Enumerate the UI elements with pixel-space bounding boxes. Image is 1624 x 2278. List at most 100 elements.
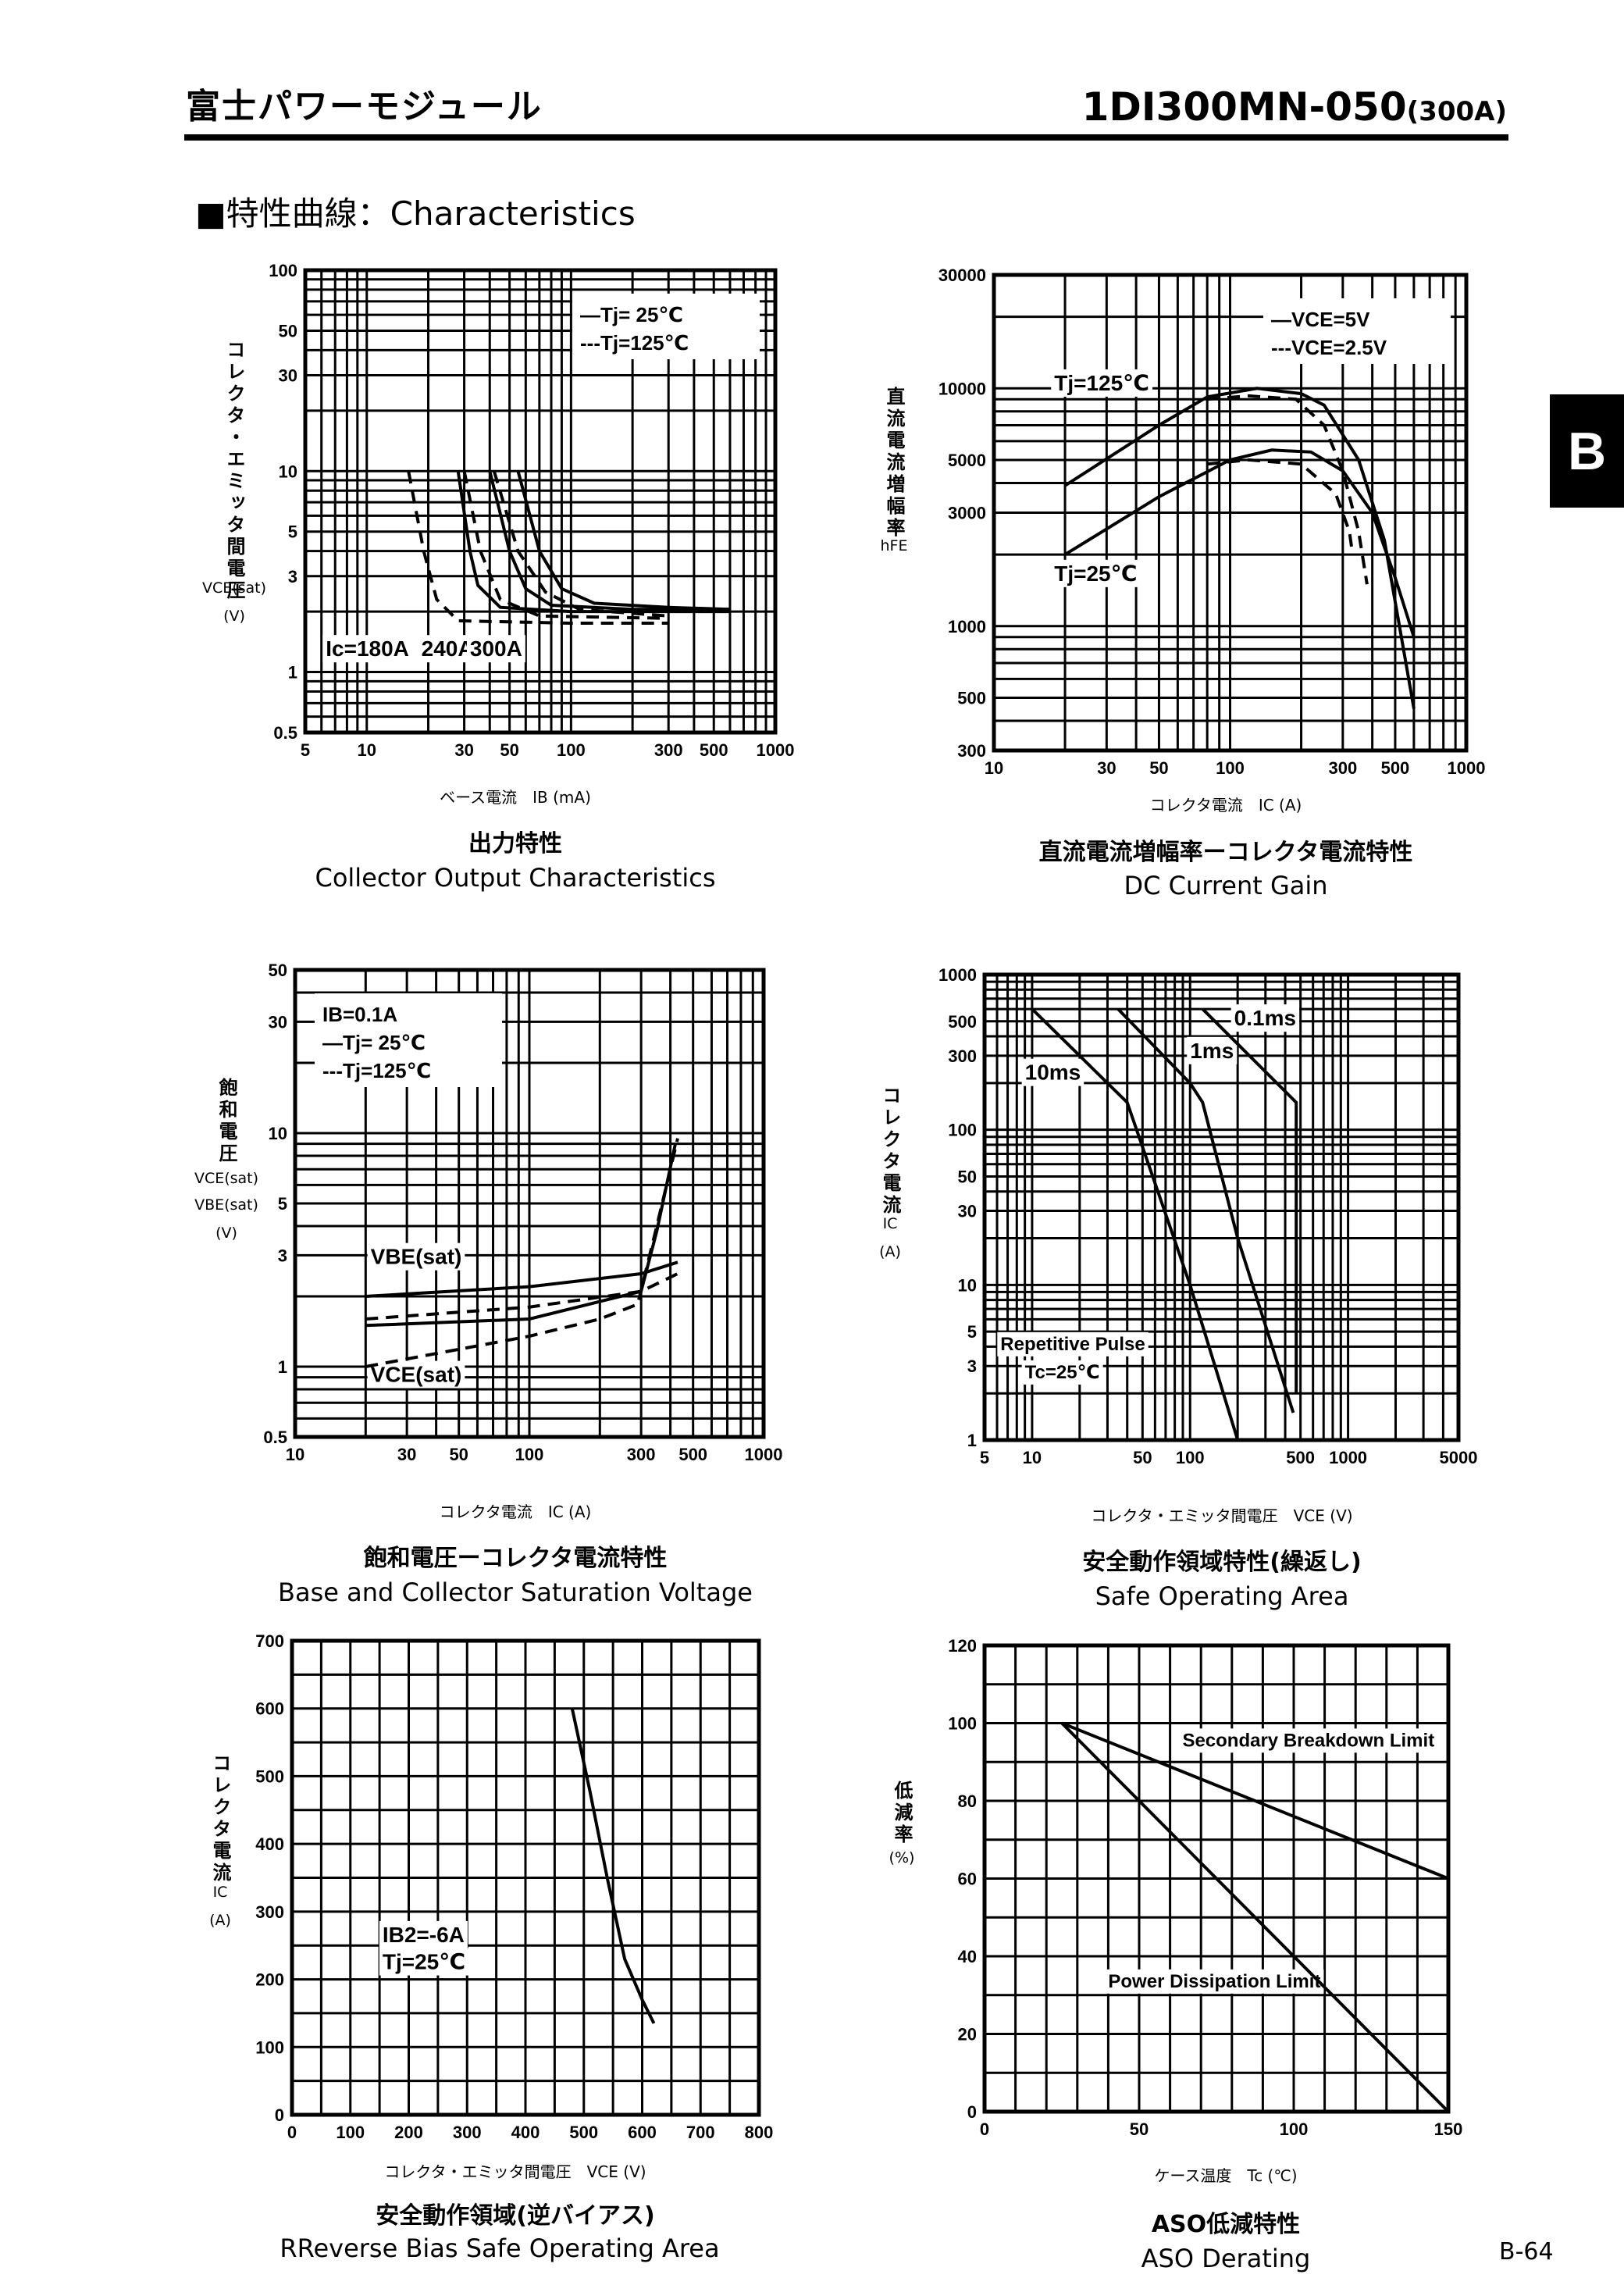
annotation-label: Repetitive Pulse: [1000, 1334, 1145, 1355]
series-line-3: [1201, 1007, 1298, 1394]
chart4-title-jp: 安全動作領域特性(繰返し): [1082, 1549, 1362, 1576]
y-tick-label: 1: [967, 1431, 977, 1450]
chart-5: 0 100 200 300 400 500 600 700 800 0 100 200 300 400 50…: [255, 1631, 773, 2142]
chart5-title-jp: 安全動作領域(逆バイアス): [376, 2202, 655, 2230]
series-line-3: [365, 1143, 677, 1328]
y-tick-label: 20: [958, 2025, 977, 2044]
annotation-background: [1051, 559, 1141, 587]
chart2-title-jp: 直流電流増幅率ーコレクタ電流特性: [1038, 839, 1413, 866]
series-line-1: [570, 1708, 656, 2024]
annotation-label: VBE(sat): [371, 1245, 462, 1269]
y-tick-label: 3: [288, 567, 297, 586]
chart2-xlabel: コレクタ電流 IC (A): [1149, 796, 1302, 815]
x-tick-label: 1000: [1329, 1448, 1367, 1467]
chart1-title: Collector Output Characteristics: [315, 863, 716, 893]
y-tick-label: 300: [255, 1902, 284, 1922]
y-tick-label: 40: [958, 1947, 977, 1966]
chart3-title-jp: 飽和電圧ーコレクタ電流特性: [363, 1545, 668, 1572]
chart5-ylabel: コレクタ電流: [209, 1753, 231, 1884]
legend-entry: —Tj= 25℃: [580, 303, 683, 326]
series-line-4: [462, 470, 669, 620]
chart-6: 0 50 100 150 0 20 40 60 80 100 120 Secondary Breakd…: [948, 1636, 1462, 2139]
y-tick-label: 0: [967, 2102, 977, 2122]
annotation-label: Power Dissipation Limit: [1108, 1971, 1320, 1992]
y-tick-label: 100: [255, 2037, 284, 2057]
y-tick-label: 3000: [948, 504, 986, 523]
annotation-label: 10ms: [1025, 1061, 1081, 1085]
y-tick-label: 1000: [948, 617, 986, 636]
annotation-background: [1051, 369, 1153, 397]
x-tick-label: 50: [1130, 2119, 1149, 2139]
x-tick-label: 100: [1280, 2119, 1309, 2139]
y-tick-label: 50: [269, 961, 287, 980]
chart2-title: DC Current Gain: [1124, 871, 1328, 900]
annotation-background: [379, 1948, 469, 1976]
chart1-title-jp: 出力特性: [468, 830, 562, 857]
model-number: 1DI300MN-050(300A): [1082, 84, 1507, 130]
y-tick-label: 100: [948, 1714, 977, 1734]
chart6-xlabel: ケース温度 Tc (℃): [1154, 2166, 1298, 2185]
y-tick-label: 50: [958, 1167, 977, 1186]
y-tick-label: 5000: [948, 451, 986, 470]
section-title: ■特性曲線：Characteristics: [195, 194, 636, 233]
x-tick-label: 800: [745, 2123, 774, 2142]
chart4-title: Safe Operating Area: [1095, 1581, 1349, 1611]
chart6-ylabel: 低減率: [891, 1781, 913, 1846]
y-tick-label: 10000: [938, 379, 986, 398]
y-tick-label: 30000: [938, 266, 986, 285]
plot-frame: [303, 268, 778, 735]
y-tick-label: 700: [255, 1631, 284, 1651]
annotation-background: [379, 1920, 468, 1948]
annotation-background: [1021, 1058, 1084, 1086]
chart2-ylabel-symbol: hFE: [880, 537, 908, 554]
x-tick-label: 150: [1434, 2119, 1463, 2139]
annotation-label: Tj=25℃: [1054, 561, 1137, 586]
x-tick-label: 1000: [745, 1445, 783, 1464]
chart-2: 10 30 50 100 300 500 1000 300 500 1000 3000 5000 100…: [938, 266, 1486, 778]
annotation-label: Ic=180A: [326, 636, 409, 661]
y-tick-label: 300: [948, 1046, 977, 1066]
annotation-background: [997, 1332, 1149, 1356]
x-tick-label: 10: [358, 740, 376, 760]
y-tick-label: 100: [269, 261, 297, 280]
annotation-background: [1179, 1728, 1438, 1753]
legend-entry: ---VCE=2.5V: [1271, 336, 1387, 359]
y-tick-label: 120: [948, 1636, 977, 1656]
y-tick-label: 1: [288, 663, 297, 683]
annotation-label: Tj=25℃: [383, 1950, 465, 1974]
y-tick-label: 100: [948, 1121, 977, 1140]
chart4-ylabel: コレクタ電流: [879, 1086, 901, 1217]
plot-frame: [992, 273, 1469, 753]
model-rating: (300A): [1406, 96, 1507, 127]
annotation-label: IB2=-6A: [383, 1923, 465, 1947]
series-line-1: [1064, 387, 1416, 709]
chart5-ylabel-unit: (A): [209, 1912, 231, 1929]
y-tick-label: 60: [958, 1870, 977, 1889]
x-tick-label: 50: [1133, 1448, 1152, 1467]
y-tick-label: 500: [948, 1012, 977, 1032]
chart3-ylabel-unit: (V): [215, 1225, 237, 1242]
annotation-label: 0.1ms: [1234, 1006, 1296, 1030]
annotation-background: [322, 635, 412, 663]
x-tick-label: 30: [454, 740, 473, 760]
grid: [290, 1639, 760, 2116]
y-tick-label: 5: [278, 1194, 287, 1214]
x-tick-label: 600: [628, 2123, 657, 2142]
x-tick-label: 50: [500, 740, 518, 760]
annotation-label: 1ms: [1190, 1039, 1234, 1063]
x-tick-label: 100: [515, 1445, 544, 1464]
chart6-title-jp: ASO低減特性: [1151, 2211, 1301, 2238]
legend-entry: ---Tj=125℃: [580, 331, 689, 355]
x-tick-label: 500: [678, 1445, 707, 1464]
y-tick-label: 10: [269, 1124, 287, 1143]
series-line-2: [407, 470, 669, 625]
chart3-ylabel-symbol: VCE(sat): [194, 1170, 259, 1187]
chart2-ylabel: 直流電流増幅率: [883, 387, 905, 540]
series-line-4: [1206, 458, 1355, 555]
legend-entry: —Tj= 25℃: [322, 1031, 426, 1054]
y-tick-label: 0.5: [273, 723, 297, 743]
x-tick-label: 300: [627, 1445, 656, 1464]
legend-background: [572, 294, 760, 359]
x-tick-label: 300: [453, 2123, 482, 2142]
